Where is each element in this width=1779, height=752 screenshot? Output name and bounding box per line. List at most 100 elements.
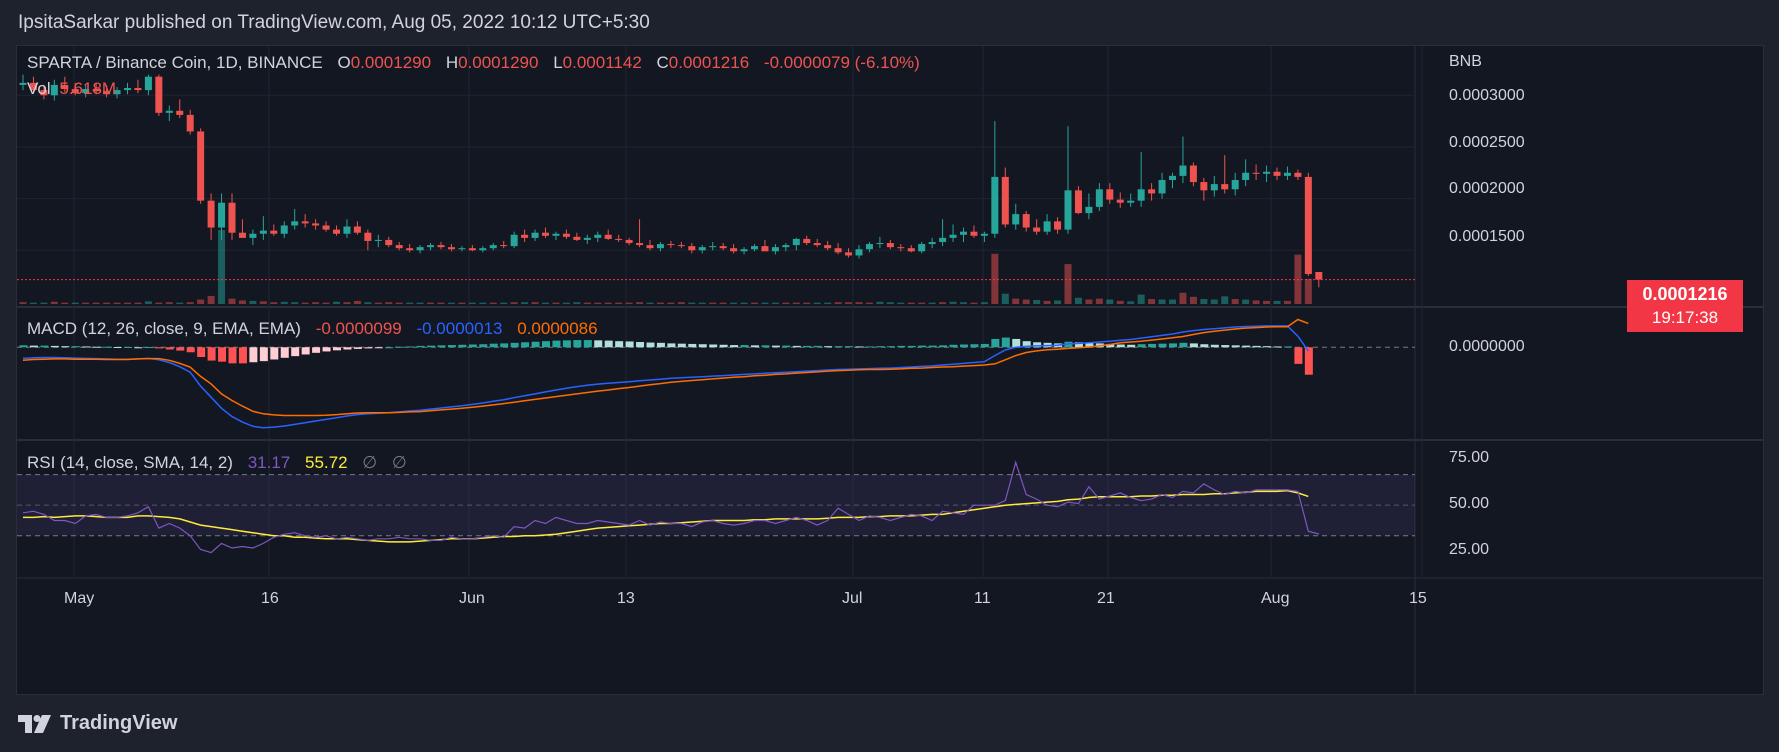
candle-body — [667, 244, 675, 246]
macd-hist-bar — [1179, 342, 1188, 348]
macd-hist-bar — [824, 346, 833, 348]
macd-hist-bar — [40, 345, 49, 348]
macd-hist-bar — [562, 340, 571, 348]
candle-body — [751, 246, 758, 250]
volume-bar — [1304, 278, 1312, 304]
candle-body — [625, 239, 633, 244]
volume-bar — [353, 300, 361, 304]
macd-hist-bar — [61, 346, 70, 348]
volume-bar — [416, 302, 424, 304]
macd-hist-bar — [886, 346, 895, 348]
volume-bar — [980, 302, 988, 304]
volume-bar — [709, 302, 717, 304]
macd-hist-bar — [103, 346, 112, 348]
macd-hist-bar — [980, 343, 989, 348]
macd-hist-bar — [186, 347, 195, 353]
macd-legend[interactable]: MACD (12, 26, close, 9, EMA, EMA) -0.000… — [27, 319, 602, 339]
macd-hist-bar — [751, 345, 759, 348]
candle-body — [1095, 189, 1103, 207]
macd-hist-bar — [907, 345, 916, 348]
macd-hist-bar — [521, 342, 530, 348]
volume-value: 5.618M — [59, 79, 117, 98]
candle-body — [991, 176, 999, 234]
volume-bar — [824, 302, 832, 304]
candle-body — [1022, 214, 1030, 228]
candle-body — [479, 248, 487, 251]
candle-body — [803, 238, 811, 244]
macd-hist-bar — [155, 347, 164, 349]
macd-hist-bar — [500, 343, 509, 348]
candle-body — [395, 245, 403, 249]
macd-hist-bar — [636, 342, 645, 348]
macd-hist-bar — [427, 345, 436, 348]
candle-body — [238, 232, 246, 238]
macd-hist-bar — [1127, 344, 1136, 348]
volume-bar — [667, 302, 675, 304]
volume-bar — [1179, 292, 1187, 304]
publisher-header: IpsitaSarkar published on TradingView.co… — [18, 12, 650, 33]
symbol-name[interactable]: SPARTA / Binance Coin, 1D, BINANCE — [27, 53, 323, 72]
candle-body — [1263, 171, 1271, 174]
macd-hist-bar — [939, 345, 948, 348]
volume-bar — [510, 302, 518, 304]
volume-bar — [374, 302, 382, 304]
macd-hist-bar — [897, 345, 906, 348]
volume-bar — [1054, 300, 1062, 304]
chart-canvas[interactable]: BNB 0.0003000 0.0002500 0.0002000 0.0001… — [17, 46, 1763, 694]
macd-hist-bar — [667, 343, 676, 348]
chart-frame[interactable]: BNB 0.0003000 0.0002500 0.0002000 0.0001… — [16, 45, 1764, 695]
volume-bar — [40, 302, 48, 304]
tradingview-brand[interactable]: TradingView — [18, 712, 177, 735]
macd-hist-bar — [542, 341, 550, 348]
candle-body — [416, 247, 424, 251]
macd-hist-bar — [395, 346, 404, 348]
candle-body — [918, 244, 926, 252]
candle-body — [970, 231, 978, 236]
volume-bar — [782, 302, 790, 304]
candle-body — [50, 84, 58, 96]
candle-body — [364, 232, 372, 241]
last-price-tag: 0.0001216 19:17:38 — [1627, 280, 1743, 332]
volume-bar — [583, 302, 591, 304]
volume-bar — [594, 302, 602, 304]
volume-bar — [531, 302, 539, 304]
rsi-line — [22, 460, 1319, 554]
macd-hist-bar — [876, 346, 885, 348]
volume-bar — [61, 302, 69, 304]
candle-body — [531, 232, 539, 238]
low-value: 0.0001142 — [562, 53, 642, 72]
volume-bar — [1148, 299, 1156, 304]
volume-bar — [1189, 296, 1197, 304]
macd-hist-bar — [1273, 346, 1282, 348]
volume-bar — [333, 301, 340, 304]
symbol-legend[interactable]: SPARTA / Binance Coin, 1D, BINANCE O0.00… — [27, 53, 924, 73]
candle-body — [1210, 184, 1218, 191]
candle-body — [1074, 190, 1082, 214]
volume-bar — [1085, 299, 1093, 304]
volume-legend[interactable]: Vol 5.618M — [27, 79, 120, 99]
macd-hist-bar — [1137, 344, 1146, 348]
macd-hist-bar — [343, 347, 352, 350]
volume-bar — [698, 302, 706, 304]
volume-bar — [218, 230, 226, 304]
candle-body — [468, 248, 476, 251]
rsi-legend[interactable]: RSI (14, close, SMA, 14, 2) 31.17 55.72 … — [27, 453, 411, 473]
volume-bar — [197, 299, 205, 304]
macd-hist-bar — [1033, 342, 1042, 348]
macd-hist-bar — [782, 345, 791, 348]
volume-bar — [1106, 299, 1114, 304]
volume-bar — [1242, 299, 1250, 304]
candle-body — [1001, 176, 1009, 225]
macd-label: MACD (12, 26, close, 9, EMA, EMA) — [27, 319, 301, 338]
candle-body — [1231, 180, 1239, 190]
candle-body — [688, 246, 696, 251]
volume-bar — [385, 302, 393, 304]
volume-bar — [542, 302, 549, 304]
volume-bar — [395, 302, 403, 304]
macd-hist-bar — [1263, 346, 1272, 348]
volume-bar — [500, 302, 508, 304]
macd-hist-bar — [301, 347, 310, 355]
volume-bar — [1283, 300, 1291, 304]
candle-body — [615, 238, 623, 240]
volume-bar — [1221, 296, 1229, 304]
